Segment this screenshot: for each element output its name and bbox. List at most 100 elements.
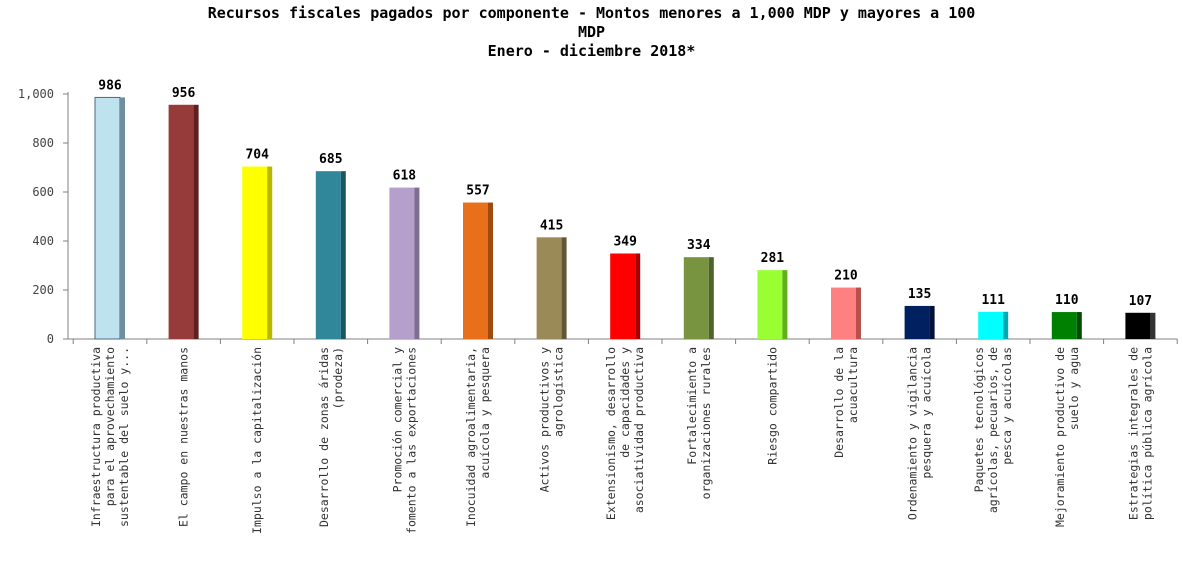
chart-title: Recursos fiscales pagados por componente… [0, 4, 1183, 61]
category-label: Mejoramiento productivo de suelo y agua [1053, 347, 1081, 527]
data-label: 111 [981, 293, 1005, 308]
category-label-line: Mejoramiento productivo de [1053, 347, 1067, 527]
data-label: 135 [908, 287, 931, 302]
category-label-line: Infraestructura productiva [89, 347, 103, 527]
bar [242, 166, 268, 339]
bar-side [267, 166, 273, 339]
data-label: 281 [761, 251, 785, 266]
category-label-line: asociatividad productiva [632, 347, 646, 513]
category-label: Desarrollo de zonas áridas (prodeza) [317, 347, 345, 527]
bar-side [561, 237, 567, 339]
category-label: Paquetes tecnológicos agrícolas, pecuario… [972, 347, 1014, 513]
category-label-line: (prodeza) [331, 347, 345, 409]
bar-side [193, 104, 199, 339]
data-label: 107 [1129, 294, 1152, 309]
bar-side [1150, 312, 1156, 339]
y-tick-label: 1,000 [18, 87, 54, 101]
bar [536, 237, 562, 339]
category-label-line: Desarrollo de zonas áridas [317, 347, 331, 527]
data-label: 210 [834, 269, 858, 284]
category-label-line: acuacultura [846, 347, 860, 423]
category-label: Desarrollo de la acuacultura [832, 347, 860, 458]
bar-side [414, 187, 420, 339]
category-label-line: Riesgo compartido [765, 347, 779, 465]
data-label: 349 [613, 234, 636, 249]
category-label-line: Impulso a la capitalización [250, 347, 264, 534]
data-label: 557 [466, 184, 489, 199]
category-label: Infraestructura productiva para el aprove… [89, 347, 131, 527]
category-label-line: Paquetes tecnológicos [972, 347, 986, 492]
category-label: Extensionismo, desarrollo de capacidades … [604, 347, 646, 520]
category-label: Ordenamiento y vigilancia pesquera y acuí… [906, 347, 934, 520]
y-tick-label: 800 [32, 136, 54, 150]
y-tick-label: 200 [32, 283, 54, 297]
chart-title-line-1: Recursos fiscales pagados por componente… [207, 4, 976, 22]
bar-side [340, 171, 346, 339]
bar-side [1003, 311, 1009, 339]
category-label: Fortalecimiento a organizaciones rurales [685, 347, 713, 499]
bar [315, 171, 341, 339]
category-label-line: de capacidades y [618, 347, 632, 458]
category-label-line: pesca y acuícolas [1000, 347, 1014, 465]
y-tick-label: 0 [47, 332, 54, 346]
category-label-line: Promoción comercial y [390, 347, 404, 492]
category-label-line: sustentable del suelo y... [117, 347, 131, 527]
data-label: 986 [98, 78, 122, 93]
data-label: 685 [319, 152, 342, 167]
category-label-line: pesquera y acuícola [920, 347, 934, 479]
bar [904, 305, 930, 339]
category-label: Estrategias integrales de política públic… [1126, 347, 1154, 520]
category-label-line: Desarrollo de la [832, 347, 846, 458]
category-label-line: agrologística [552, 347, 566, 437]
bar [94, 96, 121, 340]
data-label: 110 [1055, 293, 1079, 308]
category-label-line: organizaciones rurales [699, 347, 713, 499]
data-label: 704 [245, 148, 269, 163]
chart-title-line-3: Enero - diciembre 2018* [487, 42, 696, 60]
bar-side [635, 253, 641, 339]
category-label: El campo en nuestras manos [177, 347, 191, 527]
data-label: 415 [540, 218, 563, 233]
category-label-line: Activos productivos y [538, 347, 552, 492]
bar-side [856, 287, 861, 339]
category-label-line: acuícola y pesquera [478, 347, 492, 479]
bar-side [929, 305, 935, 339]
category-label-line: política pública agrícola [1140, 347, 1154, 520]
bar [168, 104, 194, 339]
bar [389, 187, 415, 339]
chart-title-line-2: MDP [577, 23, 606, 41]
category-label-line: Ordenamiento y vigilancia [906, 347, 920, 520]
bar [978, 311, 1004, 339]
data-label: 334 [687, 238, 711, 253]
category-label: Promoción comercial y fomento a las expor… [390, 347, 418, 534]
data-label: 956 [172, 86, 196, 101]
data-label: 618 [393, 169, 417, 184]
y-tick-label: 600 [32, 185, 54, 199]
bar [757, 270, 783, 339]
bar-side [1076, 312, 1082, 339]
bar [1051, 312, 1077, 339]
category-label: Activos productivos y agrologística [538, 347, 566, 492]
category-label-line: El campo en nuestras manos [177, 347, 191, 527]
category-label-line: Inocuidad agroalimentaria, [464, 347, 478, 527]
category-label-line: para el aprovechamiento [103, 347, 117, 506]
bar [831, 287, 856, 339]
y-tick-label: 400 [32, 234, 54, 248]
bar [463, 202, 488, 339]
bar-side [120, 97, 125, 340]
category-label-line: Extensionismo, desarrollo [604, 347, 618, 520]
bar [683, 257, 709, 339]
category-label: Inocuidad agroalimentaria, acuícola y pes… [464, 347, 492, 527]
bar-side [708, 257, 714, 339]
category-label-line: fomento a las exportaciones [404, 347, 418, 534]
category-label-line: Estrategias integrales de [1126, 347, 1140, 520]
bar [1125, 312, 1151, 339]
category-label-line: suelo y agua [1067, 347, 1081, 430]
bar [610, 253, 636, 339]
category-label-line: agrícolas, pecuarios, de [986, 347, 1000, 513]
bar-side [782, 270, 788, 339]
bar-side [488, 202, 493, 339]
category-label: Riesgo compartido [765, 347, 779, 465]
category-label-line: Fortalecimiento a [685, 347, 699, 465]
